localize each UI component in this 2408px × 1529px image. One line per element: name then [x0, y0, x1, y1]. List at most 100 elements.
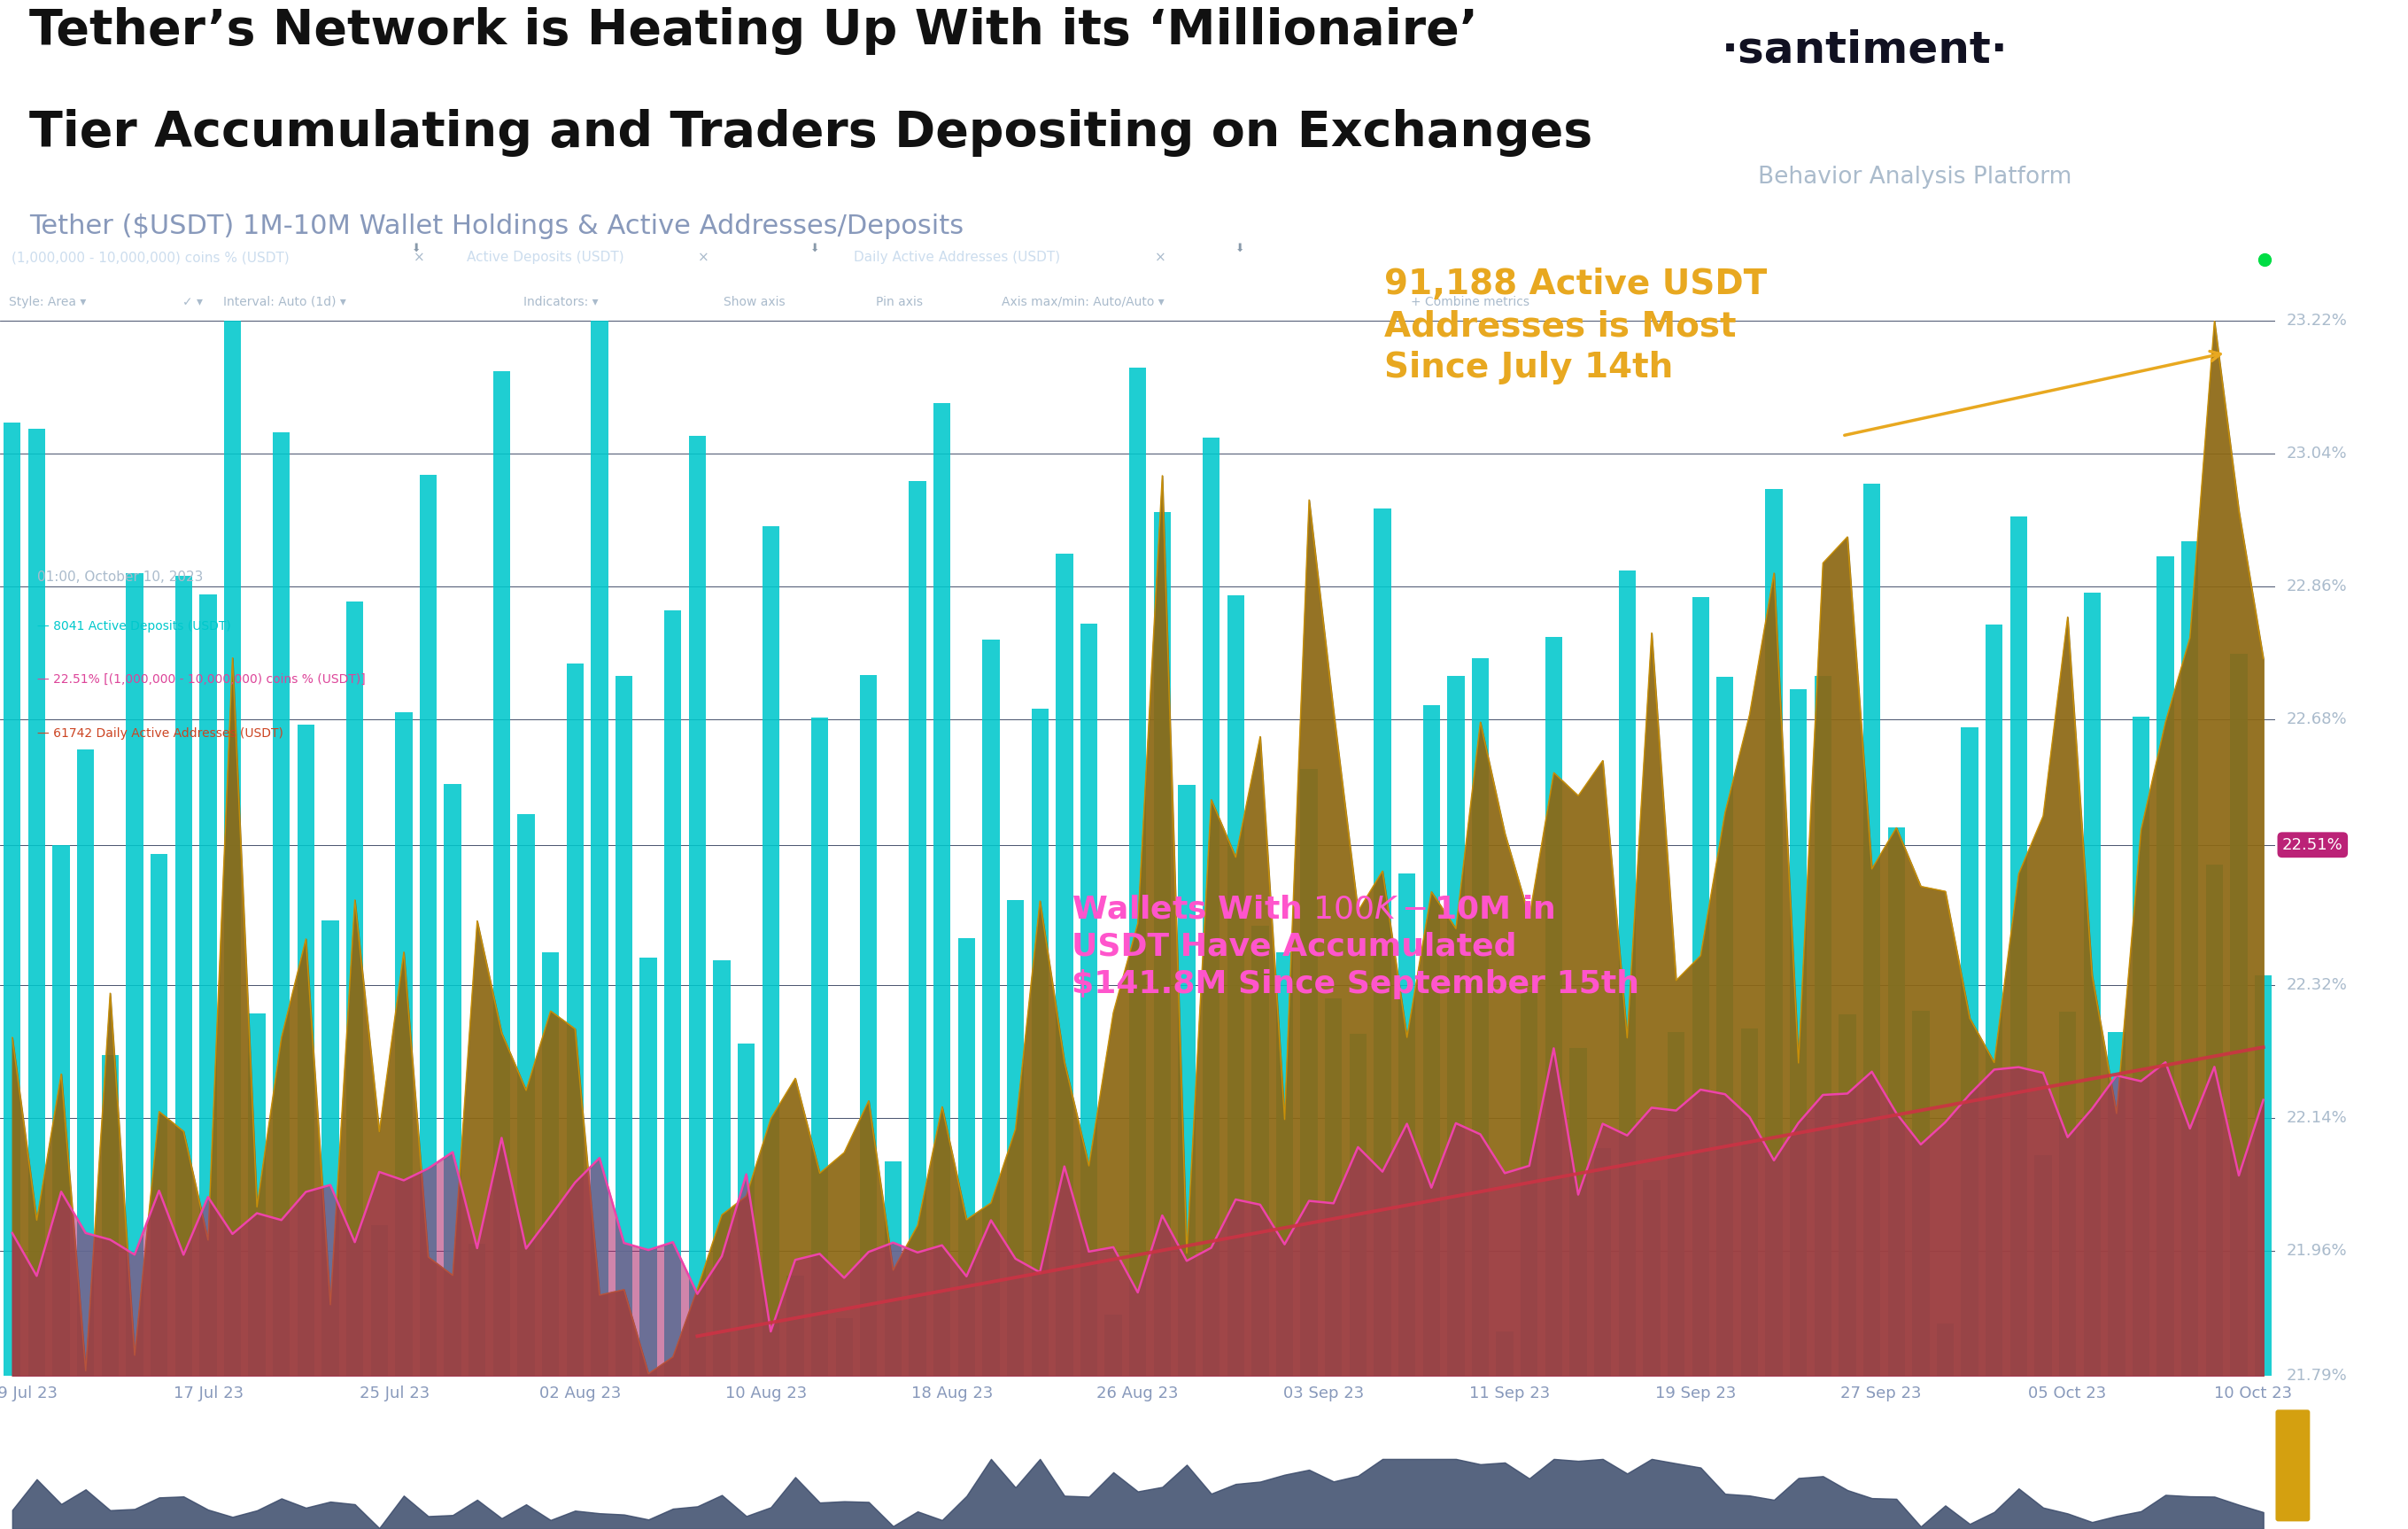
Bar: [347, 601, 364, 1376]
Bar: [53, 846, 70, 1376]
Bar: [958, 937, 975, 1376]
Bar: [1594, 1148, 1611, 1376]
Text: 21.96%: 21.96%: [2285, 1243, 2348, 1258]
Bar: [1717, 677, 1734, 1376]
Bar: [1153, 512, 1170, 1376]
Bar: [224, 321, 241, 1376]
Bar: [1252, 925, 1269, 1376]
Bar: [323, 920, 340, 1376]
Bar: [2011, 517, 2028, 1376]
Bar: [1666, 1032, 1686, 1376]
Text: Wallets With $100K-$10M in
USDT Have Accumulated
$141.8M Since September 15th: Wallets With $100K-$10M in USDT Have Acc…: [1072, 894, 1640, 998]
Text: ⬇: ⬇: [412, 243, 421, 254]
Text: 05 Oct 23: 05 Oct 23: [2028, 1385, 2107, 1401]
Text: 22.32%: 22.32%: [2285, 977, 2348, 992]
Bar: [470, 1243, 486, 1376]
Bar: [1447, 676, 1464, 1376]
Text: Behavior Analysis Platform: Behavior Analysis Platform: [1758, 167, 2071, 190]
Bar: [1693, 596, 1710, 1376]
Text: 22.14%: 22.14%: [2285, 1110, 2348, 1125]
Bar: [77, 749, 94, 1376]
Bar: [2035, 1154, 2052, 1376]
Bar: [811, 717, 828, 1376]
Bar: [2158, 557, 2174, 1376]
Bar: [1228, 595, 1245, 1376]
Bar: [542, 953, 559, 1376]
Text: (1,000,000 - 10,000,000) coins % (USDT): (1,000,000 - 10,000,000) coins % (USDT): [12, 251, 289, 265]
Bar: [1522, 992, 1539, 1376]
Bar: [200, 595, 217, 1376]
Bar: [1178, 784, 1194, 1376]
Bar: [665, 610, 681, 1376]
Bar: [689, 436, 706, 1376]
Bar: [884, 1162, 901, 1376]
Bar: [494, 372, 510, 1376]
Bar: [1912, 1011, 1929, 1376]
Text: — 8041 Active Deposits (USDT): — 8041 Active Deposits (USDT): [36, 619, 231, 631]
Bar: [2230, 654, 2247, 1376]
Bar: [1031, 709, 1047, 1376]
Bar: [1471, 657, 1488, 1376]
Bar: [566, 664, 583, 1376]
Bar: [1618, 570, 1635, 1376]
Text: 01:00, October 10, 2023: 01:00, October 10, 2023: [36, 570, 202, 584]
Text: 03 Sep 23: 03 Sep 23: [1283, 1385, 1363, 1401]
Text: Show axis: Show axis: [725, 295, 785, 309]
Bar: [1642, 1180, 1659, 1376]
Text: Tier Accumulating and Traders Depositing on Exchanges: Tier Accumulating and Traders Depositing…: [29, 109, 1592, 157]
Bar: [1129, 367, 1146, 1376]
Bar: [1399, 873, 1416, 1376]
Text: 19 Sep 23: 19 Sep 23: [1654, 1385, 1736, 1401]
Bar: [1813, 676, 1832, 1376]
Bar: [860, 674, 877, 1376]
Bar: [2107, 1032, 2126, 1376]
Bar: [616, 676, 633, 1376]
Bar: [1324, 998, 1341, 1376]
Bar: [395, 713, 412, 1376]
Bar: [2254, 976, 2271, 1376]
Text: 17 Jul 23: 17 Jul 23: [173, 1385, 243, 1401]
Bar: [1055, 553, 1074, 1376]
Bar: [908, 480, 927, 1376]
Text: 23.22%: 23.22%: [2285, 313, 2348, 329]
Text: Active Deposits (USDT): Active Deposits (USDT): [467, 251, 624, 265]
Text: + Combine metrics: + Combine metrics: [1411, 295, 1529, 309]
Bar: [1741, 1029, 1758, 1376]
Text: ✓ ▾: ✓ ▾: [183, 295, 202, 309]
Text: Pin axis: Pin axis: [877, 295, 922, 309]
Text: 21.79%: 21.79%: [2285, 1368, 2348, 1384]
Bar: [1936, 1323, 1953, 1376]
Text: 26 Aug 23: 26 Aug 23: [1096, 1385, 1180, 1401]
Bar: [149, 855, 169, 1376]
Bar: [1765, 489, 1782, 1376]
Bar: [1105, 1315, 1122, 1376]
Text: Indicators: ▾: Indicators: ▾: [523, 295, 597, 309]
Bar: [1960, 728, 1979, 1376]
Bar: [1546, 638, 1563, 1376]
Bar: [1840, 1015, 1857, 1376]
Bar: [1495, 1332, 1512, 1376]
Bar: [272, 433, 289, 1376]
Bar: [296, 725, 315, 1376]
Text: Axis max/min: Auto/Auto ▾: Axis max/min: Auto/Auto ▾: [1002, 295, 1163, 309]
Bar: [763, 526, 780, 1376]
Bar: [1423, 705, 1440, 1376]
Text: ×: ×: [698, 251, 710, 265]
Bar: [787, 1275, 804, 1376]
Text: — 61742 Daily Active Addresses (USDT): — 61742 Daily Active Addresses (USDT): [36, 728, 284, 740]
Bar: [1202, 437, 1221, 1376]
Bar: [641, 957, 657, 1376]
Text: 22.51%: 22.51%: [2285, 836, 2348, 853]
Text: 22.86%: 22.86%: [2285, 578, 2348, 595]
Bar: [1276, 953, 1293, 1376]
Bar: [982, 639, 999, 1376]
Text: Style: Area ▾: Style: Area ▾: [10, 295, 87, 309]
Text: 18 Aug 23: 18 Aug 23: [910, 1385, 992, 1401]
Text: 22.51%: 22.51%: [2283, 836, 2343, 853]
Bar: [2059, 1011, 2076, 1376]
Bar: [590, 321, 609, 1376]
Text: ×: ×: [414, 251, 424, 265]
Text: 10 Oct 23: 10 Oct 23: [2213, 1385, 2292, 1401]
Bar: [101, 1055, 118, 1376]
Bar: [443, 784, 462, 1376]
